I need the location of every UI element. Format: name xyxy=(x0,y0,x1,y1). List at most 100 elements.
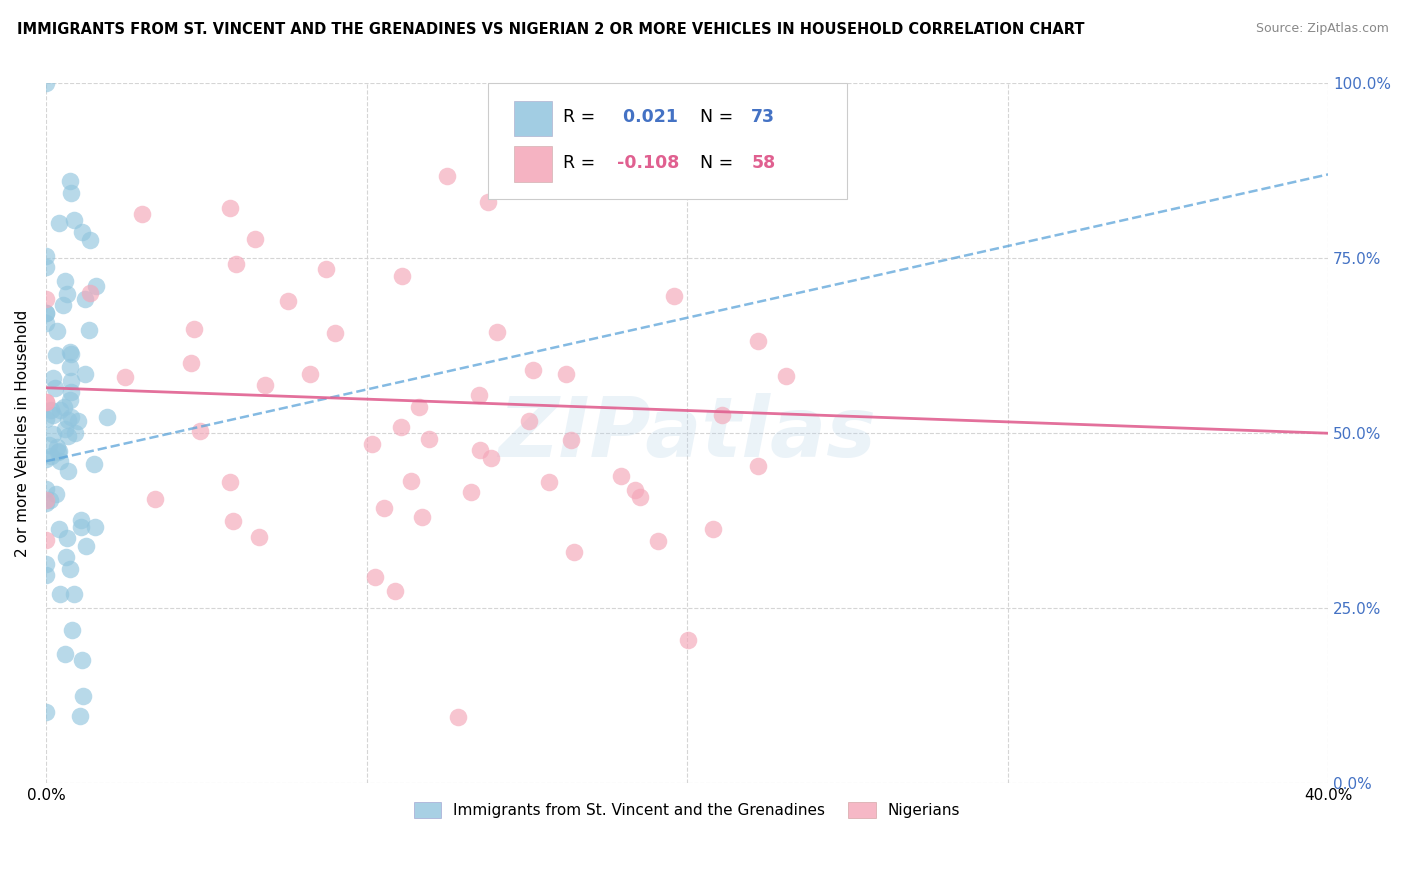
Point xyxy=(747,334,769,348)
Point xyxy=(35,249,58,263)
Text: R =: R = xyxy=(562,154,600,172)
FancyBboxPatch shape xyxy=(488,84,848,199)
Point xyxy=(522,363,544,377)
Point xyxy=(56,463,79,477)
Point xyxy=(83,457,105,471)
Point xyxy=(517,414,540,428)
Point xyxy=(63,212,86,227)
Text: 0.021: 0.021 xyxy=(617,108,678,127)
Point xyxy=(145,491,167,506)
Point xyxy=(48,444,70,458)
Text: 73: 73 xyxy=(751,108,775,127)
Point xyxy=(83,520,105,534)
Point xyxy=(35,292,58,306)
Point xyxy=(45,487,67,501)
Text: N =: N = xyxy=(700,108,738,127)
Point xyxy=(52,400,75,414)
Point xyxy=(747,458,769,473)
Point xyxy=(70,513,93,527)
Point xyxy=(48,403,70,417)
Point xyxy=(253,378,276,392)
Point xyxy=(70,520,93,534)
Text: IMMIGRANTS FROM ST. VINCENT AND THE GRENADINES VS NIGERIAN 2 OR MORE VEHICLES IN: IMMIGRANTS FROM ST. VINCENT AND THE GREN… xyxy=(17,22,1084,37)
Point xyxy=(58,174,80,188)
Point xyxy=(53,275,76,289)
Point xyxy=(560,434,582,448)
Point xyxy=(59,561,82,575)
Point xyxy=(59,344,82,359)
Point xyxy=(131,207,153,221)
Point xyxy=(364,569,387,583)
Point xyxy=(35,705,58,719)
Text: ZIPatlas: ZIPatlas xyxy=(498,392,876,474)
Point xyxy=(59,392,82,407)
Point xyxy=(384,583,406,598)
Point xyxy=(55,550,77,565)
Point xyxy=(96,409,118,424)
Point xyxy=(467,388,489,402)
Point xyxy=(79,286,101,301)
Point xyxy=(676,633,699,648)
Point xyxy=(59,359,82,374)
Point xyxy=(35,77,58,91)
Point xyxy=(35,533,58,547)
Point xyxy=(35,493,58,508)
Point xyxy=(58,412,80,426)
Text: -0.108: -0.108 xyxy=(617,154,679,172)
Point xyxy=(245,232,267,246)
Point xyxy=(75,293,97,307)
Point xyxy=(69,709,91,723)
Point xyxy=(70,225,93,239)
Point xyxy=(711,408,734,422)
Point xyxy=(35,394,58,409)
Point xyxy=(447,710,470,724)
Legend: Immigrants from St. Vincent and the Grenadines, Nigerians: Immigrants from St. Vincent and the Gren… xyxy=(408,797,966,824)
FancyBboxPatch shape xyxy=(515,146,553,182)
Point xyxy=(188,424,211,438)
Point xyxy=(298,367,321,381)
FancyBboxPatch shape xyxy=(515,101,553,136)
Point xyxy=(479,450,502,465)
Point xyxy=(315,261,337,276)
Point xyxy=(35,394,58,409)
Point xyxy=(219,201,242,215)
Point xyxy=(391,268,413,283)
Point xyxy=(628,490,651,504)
Point xyxy=(46,440,69,454)
Point xyxy=(42,409,65,423)
Point xyxy=(59,384,82,399)
Point xyxy=(460,484,482,499)
Point xyxy=(35,557,58,571)
Point xyxy=(219,475,242,489)
Point xyxy=(53,422,76,436)
Point xyxy=(35,260,58,275)
Point xyxy=(35,411,58,425)
Point xyxy=(66,415,89,429)
Point xyxy=(373,500,395,515)
Point xyxy=(38,492,60,507)
Point xyxy=(84,279,107,293)
Point xyxy=(277,294,299,309)
Point xyxy=(59,374,82,388)
Point xyxy=(247,530,270,544)
Point xyxy=(42,370,65,384)
Point xyxy=(56,428,79,442)
Point xyxy=(77,322,100,336)
Point xyxy=(411,509,433,524)
Point xyxy=(39,402,62,417)
Point xyxy=(53,647,76,661)
Point xyxy=(48,454,70,468)
Point xyxy=(537,475,560,489)
Text: 58: 58 xyxy=(751,154,776,172)
Y-axis label: 2 or more Vehicles in Household: 2 or more Vehicles in Household xyxy=(15,310,30,557)
Text: R =: R = xyxy=(562,108,600,127)
Point xyxy=(38,438,60,452)
Point xyxy=(48,522,70,536)
Point xyxy=(56,287,79,301)
Point xyxy=(624,483,647,497)
Point xyxy=(35,482,58,496)
Point xyxy=(48,216,70,230)
Point xyxy=(35,568,58,582)
Point xyxy=(44,381,66,395)
Text: N =: N = xyxy=(700,154,738,172)
